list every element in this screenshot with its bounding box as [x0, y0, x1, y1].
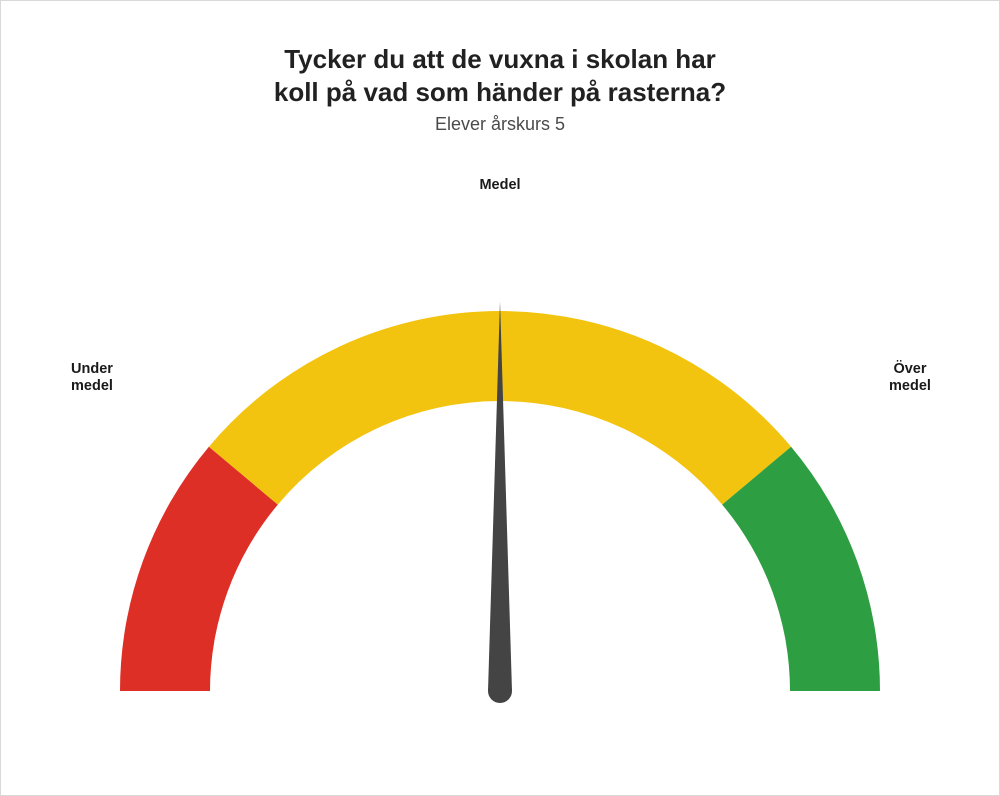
gauge-chart: Under medel Medel Över medel: [50, 211, 950, 731]
gauge-needle-hub: [488, 679, 512, 703]
title-line-1: Tycker du att de vuxna i skolan har: [1, 43, 999, 76]
chart-frame: Tycker du att de vuxna i skolan har koll…: [0, 0, 1000, 796]
title-block: Tycker du att de vuxna i skolan har koll…: [1, 43, 999, 135]
title-line-2: koll på vad som händer på rasterna?: [1, 76, 999, 109]
gauge-segment-medel_low: [209, 311, 500, 505]
label-medel: Medel: [470, 177, 530, 194]
label-over-medel: Över medel: [880, 361, 940, 396]
subtitle: Elever årskurs 5: [1, 114, 999, 135]
gauge-svg: [50, 211, 950, 731]
gauge-segment-medel_high: [500, 311, 791, 505]
label-under-medel: Under medel: [62, 361, 122, 396]
